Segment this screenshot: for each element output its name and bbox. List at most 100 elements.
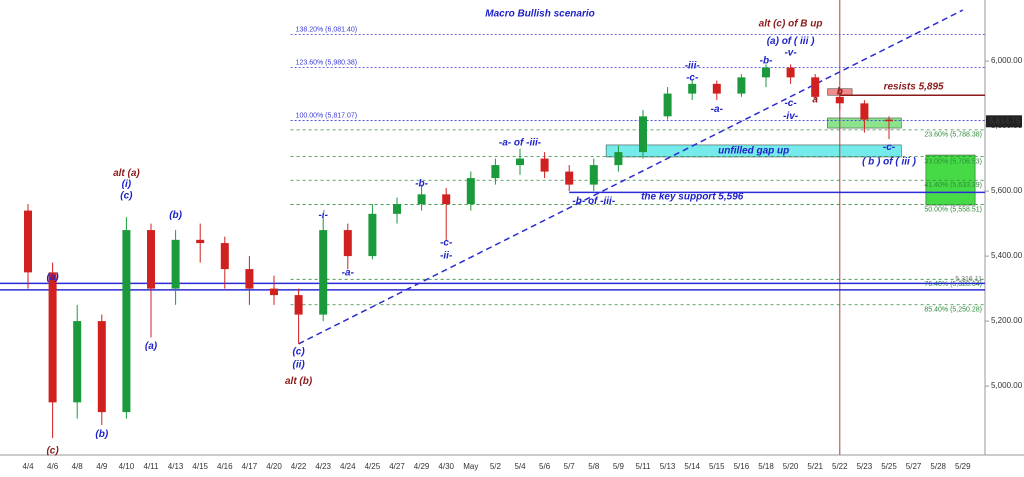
- x-tick-label: 4/25: [365, 462, 381, 471]
- y-tick-label: 5,600.00: [991, 186, 1023, 195]
- trendline: [298, 9, 964, 345]
- y-tick-label: 5,400.00: [991, 251, 1023, 260]
- x-tick-label: 5/6: [539, 462, 551, 471]
- x-tick-label: 5/7: [564, 462, 576, 471]
- annotation: -iv-: [783, 111, 799, 122]
- annotation: b: [837, 87, 843, 98]
- x-tick-label: 5/22: [832, 462, 848, 471]
- candle-body: [688, 83, 697, 94]
- annotation: (c): [292, 347, 305, 358]
- x-tick-label: 4/29: [414, 462, 430, 471]
- annotation: -i-: [318, 210, 328, 221]
- candle-body: [885, 119, 893, 122]
- x-tick-label: 5/21: [807, 462, 823, 471]
- candle-body: [516, 158, 524, 166]
- candle-body: [811, 77, 820, 97]
- x-tick-label: 4/27: [389, 462, 405, 471]
- x-tick-label: 5/2: [490, 462, 502, 471]
- x-tick-label: 4/9: [96, 462, 108, 471]
- x-tick-label: 4/4: [22, 462, 34, 471]
- annotation: alt (b): [285, 376, 313, 387]
- candle-body: [24, 210, 32, 273]
- x-tick-label: 5/27: [906, 462, 922, 471]
- candle-body: [860, 103, 869, 120]
- candle-body: [491, 165, 500, 179]
- candle-body: [762, 67, 770, 78]
- candle-body: [442, 194, 451, 205]
- annotation: (b): [169, 210, 182, 221]
- annotation: -c-: [440, 238, 453, 249]
- last-price-label: 5,814.75: [989, 116, 1021, 125]
- annotation: -c-: [883, 142, 896, 153]
- last-price-tag: [986, 115, 1022, 128]
- level-label: 23.60% (5,788.38): [924, 132, 982, 139]
- candle-body: [565, 171, 574, 185]
- level-label: 123.60% (5,980.38): [296, 59, 358, 66]
- annotation: -a- of -iii-: [499, 138, 542, 149]
- y-tick-label: 5,000.00: [991, 381, 1023, 390]
- horizontal-line-label: 5,316.11: [955, 276, 982, 283]
- x-tick-label: 4/30: [438, 462, 454, 471]
- x-tick-label: 5/16: [734, 462, 750, 471]
- x-tick-label: 4/24: [340, 462, 356, 471]
- candle-body: [270, 288, 278, 296]
- x-tick-label: 5/25: [881, 462, 897, 471]
- zone: [605, 144, 902, 158]
- annotation: -iii-: [685, 61, 701, 72]
- x-tick-label: 4/10: [119, 462, 135, 471]
- annotation: -a-: [711, 104, 724, 115]
- x-tick-label: 5/11: [636, 462, 652, 471]
- candle-body: [614, 152, 623, 166]
- candle-body: [786, 67, 795, 78]
- x-tick-label: 5/23: [857, 462, 873, 471]
- candle-body: [171, 239, 180, 289]
- candle-body: [73, 321, 82, 403]
- x-tick-label: 5/20: [783, 462, 799, 471]
- x-tick-label: 5/4: [514, 462, 526, 471]
- candle-body: [466, 178, 475, 205]
- annotation: (a): [145, 341, 158, 352]
- candle-body: [712, 83, 721, 94]
- annotation: (b): [95, 429, 108, 440]
- annotation: -v-: [784, 48, 797, 59]
- x-tick-label: 5/18: [758, 462, 774, 471]
- x-tick-label: 5/8: [588, 462, 600, 471]
- level-label: 138.20% (6,081.40): [296, 26, 358, 33]
- candle-body: [393, 204, 401, 214]
- candle-body: [540, 158, 549, 172]
- annotation: a: [812, 95, 818, 106]
- annotation: -c-: [686, 73, 699, 84]
- x-tick-label: 4/13: [168, 462, 184, 471]
- candle-body: [589, 165, 598, 185]
- level-label: 50.00% (5,558.51): [924, 206, 982, 213]
- x-tick-label: 5/9: [613, 462, 625, 471]
- x-tick-label: 4/22: [291, 462, 307, 471]
- candle-body: [663, 93, 672, 117]
- x-tick-label: 4/11: [144, 462, 160, 471]
- y-tick-label: 6,000.00: [991, 56, 1023, 65]
- x-tick-label: 4/16: [217, 462, 233, 471]
- x-tick-label: 5/14: [684, 462, 700, 471]
- candle-body: [97, 321, 106, 413]
- candle-body: [343, 230, 352, 257]
- level-label: 85.40% (5,250.28): [924, 307, 982, 314]
- annotation: (a) of ( iii ): [767, 36, 815, 47]
- candle-body: [319, 230, 328, 315]
- candle-body: [417, 194, 426, 205]
- x-tick-label: May: [463, 462, 478, 471]
- annotation: alt (a): [113, 168, 140, 179]
- annotation: -a-: [342, 268, 355, 279]
- level-label: 41.40% (5,633.39): [924, 182, 982, 189]
- annotation: -b-: [415, 179, 428, 190]
- y-tick-label: 5,200.00: [991, 316, 1023, 325]
- annotation: alt (c) of B up: [759, 19, 823, 30]
- annotation: ( b ) of ( iii ): [862, 156, 917, 167]
- annotation: -b-: [760, 56, 773, 67]
- candle-body: [294, 295, 303, 315]
- candle-body: [639, 116, 647, 153]
- zone-label: unfilled gap up: [718, 146, 789, 157]
- candle-body: [245, 269, 254, 289]
- annotation: (c): [120, 191, 133, 202]
- annotation: (a): [46, 272, 59, 283]
